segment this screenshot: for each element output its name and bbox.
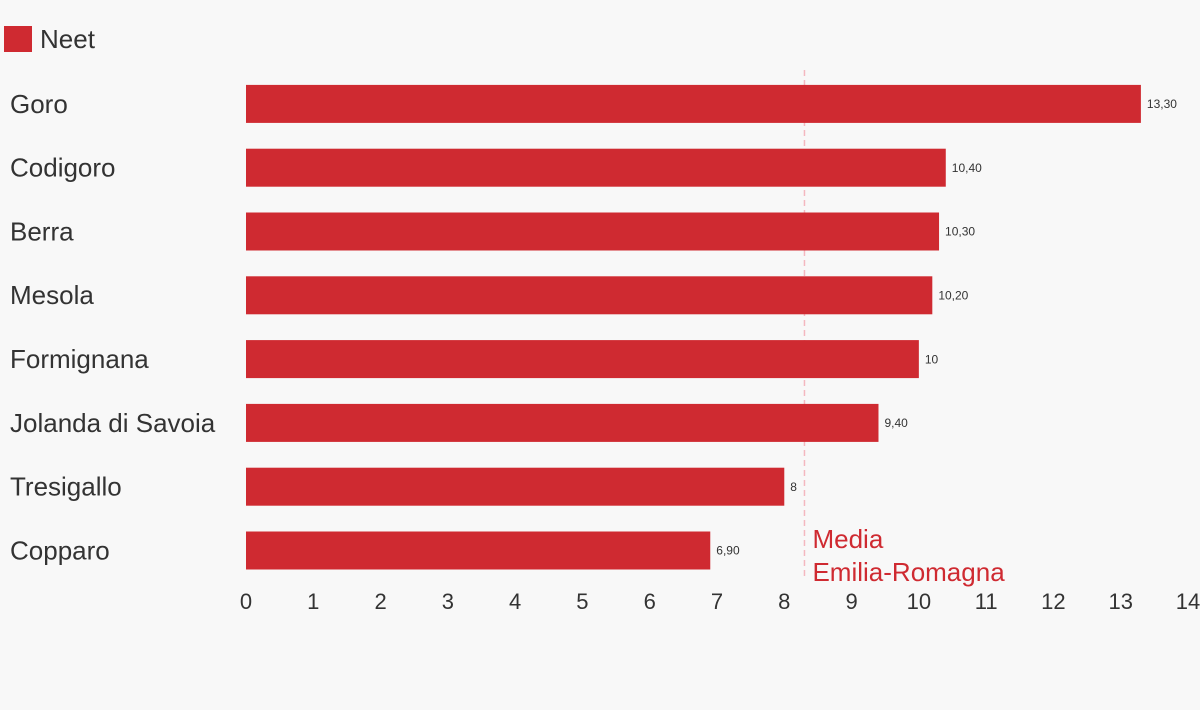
- value-label: 10,30: [945, 225, 975, 239]
- y-tick-label: Mesola: [10, 280, 94, 310]
- bar: [246, 531, 711, 570]
- value-label: 6,90: [716, 544, 740, 558]
- legend-label: Neet: [40, 24, 96, 54]
- y-tick-label: Goro: [10, 89, 68, 119]
- bar: [246, 276, 933, 315]
- reference-label: Media: [812, 524, 883, 554]
- y-tick-label: Formignana: [10, 344, 149, 374]
- value-label: 9,40: [884, 416, 908, 430]
- bar: [246, 148, 946, 187]
- bar: [246, 212, 940, 251]
- y-tick-label: Copparo: [10, 535, 110, 565]
- y-tick-label: Jolanda di Savoia: [10, 408, 216, 438]
- x-tick-label: 2: [374, 589, 386, 614]
- x-tick-label: 7: [711, 589, 723, 614]
- x-tick-label: 1: [307, 589, 319, 614]
- value-label: 10,20: [938, 288, 968, 302]
- x-tick-label: 9: [845, 589, 857, 614]
- bar: [246, 340, 919, 379]
- x-tick-label: 4: [509, 589, 521, 614]
- value-label: 13,30: [1147, 97, 1177, 111]
- x-tick-label: 10: [907, 589, 931, 614]
- reference-label: Emilia-Romagna: [812, 557, 1005, 587]
- y-tick-label: Berra: [10, 216, 74, 246]
- x-tick-label: 6: [644, 589, 656, 614]
- value-label: 10: [925, 352, 939, 366]
- x-tick-label: 3: [442, 589, 454, 614]
- bar: [246, 403, 879, 442]
- value-label: 8: [790, 480, 797, 494]
- bar: [246, 84, 1141, 123]
- legend-swatch: [4, 26, 32, 52]
- y-tick-label: Codigoro: [10, 153, 116, 183]
- x-tick-label: 12: [1041, 589, 1065, 614]
- value-label: 10,40: [952, 161, 982, 175]
- x-tick-label: 11: [975, 589, 998, 614]
- bar: [246, 467, 785, 506]
- y-tick-label: Tresigallo: [10, 472, 122, 502]
- x-tick-label: 14: [1176, 589, 1200, 614]
- x-tick-label: 8: [778, 589, 790, 614]
- x-tick-label: 0: [240, 589, 252, 614]
- x-tick-label: 5: [576, 589, 588, 614]
- x-tick-label: 13: [1108, 589, 1132, 614]
